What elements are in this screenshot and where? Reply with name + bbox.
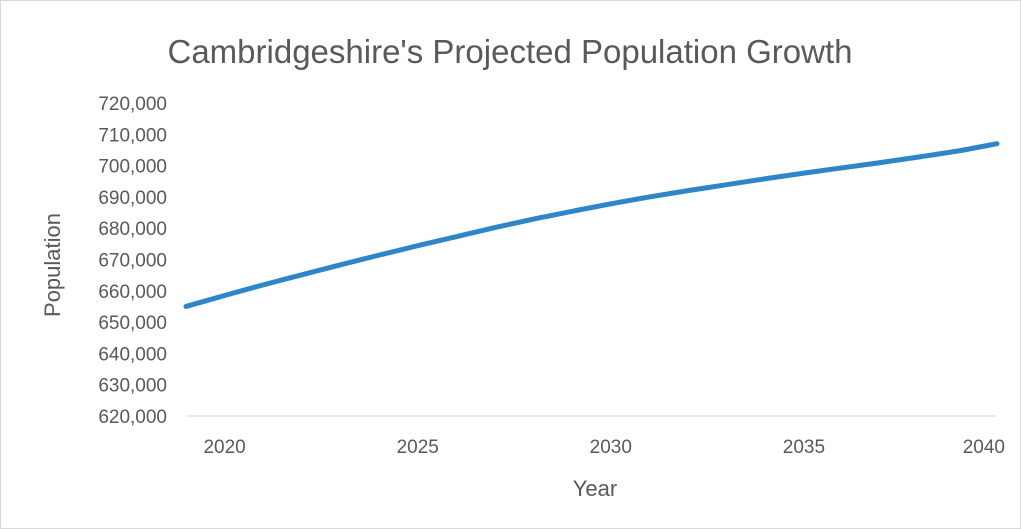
population-series-line [183,141,1000,309]
x-tick-label: 2040 [963,437,1005,458]
y-tick-label: 630,000 [98,376,167,397]
chart-title: Cambridgeshire's Projected Population Gr… [168,33,853,70]
y-tick-label: 690,000 [98,188,167,209]
x-tick-label: 2035 [783,437,825,458]
y-tick-label: 660,000 [98,282,167,303]
x-axis-ticks: 2020 2025 2030 2035 2040 [203,437,1005,458]
y-tick-label: 620,000 [98,407,167,428]
y-tick-label: 640,000 [98,344,167,365]
y-tick-label: 680,000 [98,219,167,240]
y-tick-label: 710,000 [98,125,167,146]
x-axis-title: Year [573,476,617,501]
y-axis-title: Population [40,213,65,317]
x-tick-label: 2030 [590,437,632,458]
series-group [183,141,1000,309]
y-tick-label: 700,000 [98,157,167,178]
y-tick-label: 720,000 [98,94,167,115]
y-tick-label: 670,000 [98,251,167,272]
x-tick-label: 2020 [203,437,245,458]
y-tick-label: 650,000 [98,313,167,334]
x-tick-label: 2025 [397,437,439,458]
y-axis-ticks: 620,000 630,000 640,000 650,000 660,000 670,0… [98,94,167,428]
